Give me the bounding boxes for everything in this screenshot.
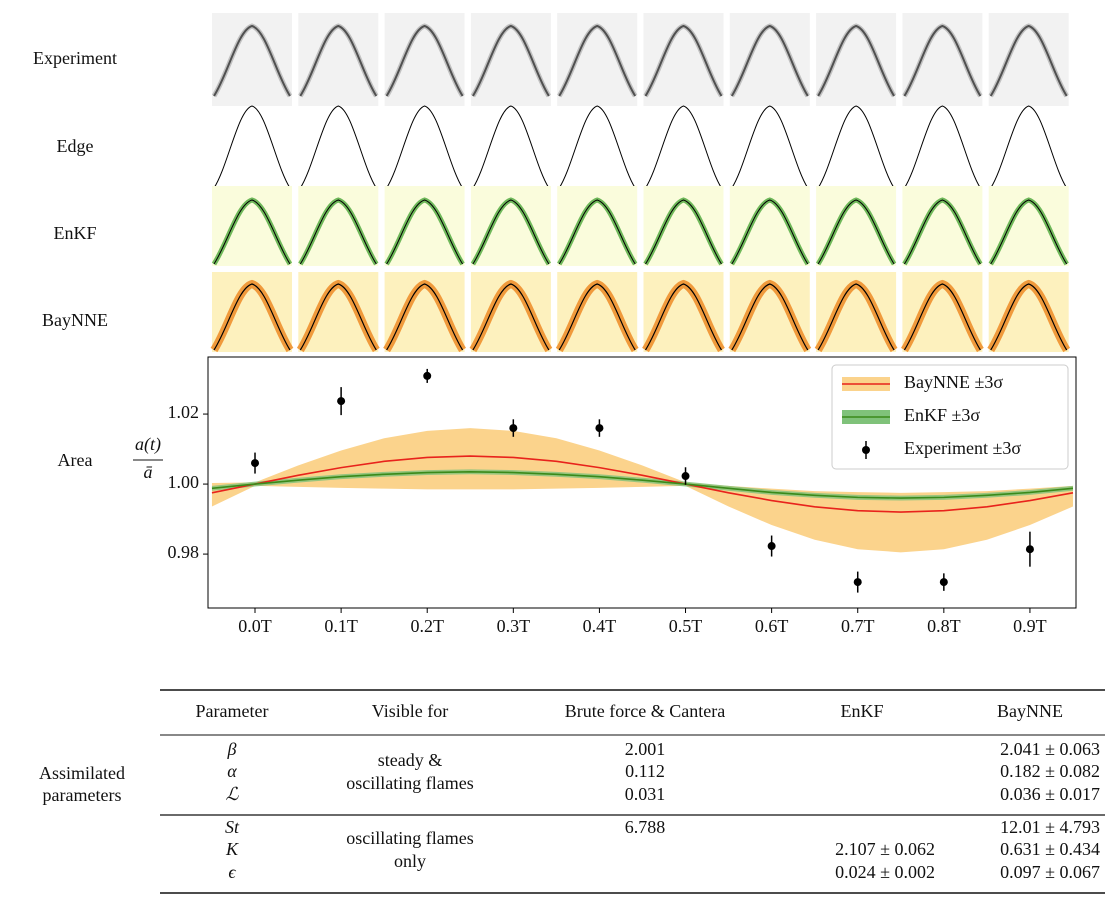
point — [854, 578, 862, 586]
flame-edge — [904, 106, 980, 188]
point — [595, 424, 603, 432]
cell: 2.041 ± 0.063 — [1000, 739, 1100, 759]
cell: 2.107 ± 0.062 — [835, 839, 935, 859]
x-tick-label: 0.8T — [927, 616, 961, 636]
cell: 6.788 — [625, 817, 666, 837]
y-tick-label: 1.00 — [168, 472, 200, 492]
table: Parameter Visible for Brute force & Cant… — [39, 690, 1105, 893]
header-cell: Parameter — [196, 701, 269, 721]
legend-label: Experiment ±3σ — [904, 438, 1021, 458]
visible-for: oscillating flames — [346, 773, 473, 793]
cell: 0.112 — [625, 761, 665, 781]
x-tick-label: 0.6T — [755, 616, 789, 636]
point — [251, 459, 259, 467]
cell: 0.097 ± 0.067 — [1000, 862, 1100, 882]
y-tick-label: 0.98 — [168, 542, 200, 562]
cell: 0.036 ± 0.017 — [1000, 784, 1100, 804]
legend-label: EnKF ±3σ — [904, 405, 980, 425]
x-tick-label: 0.2T — [410, 616, 444, 636]
cell: 2.001 — [625, 739, 666, 759]
row-group-label: parameters — [43, 785, 122, 805]
row-label: Area — [58, 450, 93, 470]
row-label: Edge — [57, 136, 94, 156]
point — [768, 542, 776, 550]
legend-label: BayNNE ±3σ — [904, 372, 1003, 392]
x-tick-label: 0.5T — [669, 616, 703, 636]
x-tick-label: 0.0T — [238, 616, 272, 636]
parameter: ϵ — [228, 862, 236, 882]
y-tick-label: 1.02 — [168, 402, 200, 422]
x-tick-label: 0.3T — [497, 616, 531, 636]
header-cell: BayNNE — [997, 701, 1063, 721]
point — [940, 578, 948, 586]
point — [682, 472, 690, 480]
x-tick-label: 0.7T — [841, 616, 875, 636]
parameter: α — [227, 761, 237, 781]
row-group-label: Assimilated — [39, 763, 125, 783]
flame-edge — [818, 106, 894, 188]
cell: 0.024 ± 0.002 — [835, 862, 935, 882]
row-label: EnKF — [53, 223, 96, 243]
y-label: a(t) — [135, 434, 161, 455]
flame-edge — [559, 106, 635, 188]
header-cell: Visible for — [372, 701, 448, 721]
cell: 0.631 ± 0.434 — [1000, 839, 1100, 859]
row-label: Experiment — [33, 48, 117, 68]
visible-for: oscillating flames — [346, 828, 473, 848]
x-tick-label: 0.4T — [583, 616, 617, 636]
x-tick-label: 0.9T — [1013, 616, 1047, 636]
row-label: BayNNE — [42, 310, 108, 330]
parameter: ℒ — [226, 784, 240, 804]
legend-swatch — [862, 446, 870, 454]
point — [509, 424, 517, 432]
point — [337, 397, 345, 405]
parameter: K — [225, 839, 239, 859]
flame-edge — [991, 106, 1067, 188]
x-tick-label: 0.1T — [324, 616, 358, 636]
parameter: β — [227, 739, 237, 759]
flame-edge — [387, 106, 463, 188]
flame-edge — [300, 106, 376, 188]
cell: 0.182 ± 0.082 — [1000, 761, 1100, 781]
visible-for: steady & — [378, 750, 443, 770]
flame-edge — [646, 106, 722, 188]
point — [1026, 545, 1034, 553]
figure: Experiment Edge EnKF BayNNE Area a(t) ā … — [0, 0, 1106, 924]
cell: 0.031 — [625, 784, 666, 804]
flame-edge — [214, 106, 290, 188]
y-label: ā — [144, 462, 153, 482]
header-cell: EnKF — [840, 701, 883, 721]
visible-for: only — [394, 851, 426, 871]
parameter: St — [225, 817, 240, 837]
flame-edge — [473, 106, 549, 188]
flame-edge — [732, 106, 808, 188]
header-cell: Brute force & Cantera — [565, 701, 725, 721]
point — [423, 372, 431, 380]
cell: 12.01 ± 4.793 — [1000, 817, 1100, 837]
